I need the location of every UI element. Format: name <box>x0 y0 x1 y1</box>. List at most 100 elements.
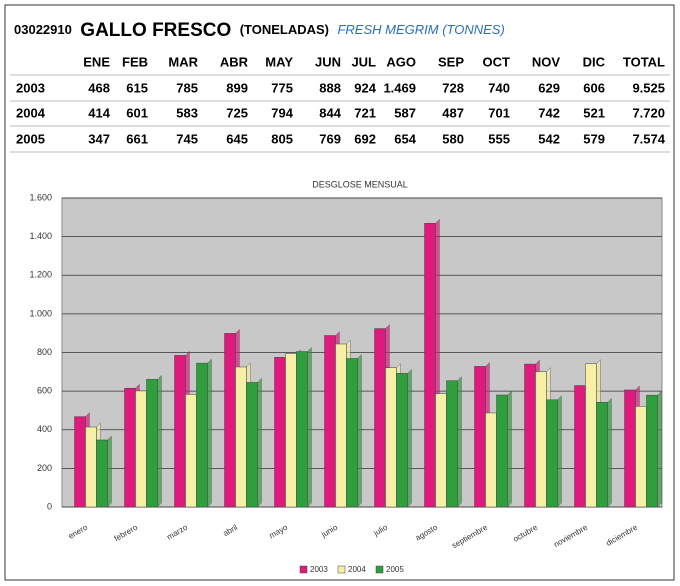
bar-side <box>607 397 612 508</box>
header: 03022910 GALLO FRESCO (TONELADAS) FRESH … <box>14 20 505 41</box>
cell: 579 <box>583 131 605 146</box>
legend-swatch <box>299 565 308 574</box>
bar <box>546 399 558 508</box>
bar <box>535 371 547 508</box>
legend-label: 2004 <box>348 565 366 574</box>
total-cell: 9.525 <box>632 80 665 95</box>
cell: 742 <box>538 105 560 120</box>
bar <box>574 385 586 508</box>
y-tick-label: 1.000 <box>29 308 52 318</box>
column-header: OCT <box>483 54 511 69</box>
subtitle: FRESH MEGRIM (TONNES) <box>337 22 504 37</box>
cell: 794 <box>271 105 293 120</box>
y-tick-label: 1.400 <box>29 231 52 241</box>
bar-side <box>257 377 262 508</box>
bar <box>435 393 447 508</box>
bar <box>635 406 647 508</box>
cell: 615 <box>126 80 148 95</box>
legend-swatch <box>375 565 384 574</box>
cell: 844 <box>319 105 341 120</box>
bar-side <box>557 395 562 508</box>
bar <box>224 333 236 508</box>
bar <box>474 366 486 508</box>
y-tick-label: 200 <box>37 463 52 473</box>
legend-label: 2003 <box>310 565 328 574</box>
column-header: DIC <box>583 54 606 69</box>
cell: 924 <box>354 80 376 95</box>
column-header: MAR <box>168 54 198 69</box>
column-header: FEB <box>122 54 148 69</box>
bar <box>324 335 336 508</box>
bar <box>285 353 297 508</box>
bar-side <box>457 376 462 508</box>
bar <box>196 362 208 508</box>
table: ENE FEB MAR ABR MAY JUN JUL AGO SEP OCT NOV DIC TOTA… <box>10 54 670 153</box>
y-tick-label: 1.600 <box>29 192 52 202</box>
cell: 721 <box>354 105 376 120</box>
bar-side <box>107 435 112 508</box>
cell: 728 <box>442 80 464 95</box>
bar <box>235 366 247 508</box>
bar-side <box>407 368 412 508</box>
column-header: AGO <box>386 54 416 69</box>
cell: 692 <box>354 131 376 146</box>
cell: 645 <box>226 131 248 146</box>
cell: 487 <box>442 105 464 120</box>
bar <box>74 416 86 508</box>
cell: 601 <box>126 105 148 120</box>
row-label: 2004 <box>16 105 46 120</box>
bar <box>96 439 108 508</box>
bar <box>135 390 147 508</box>
bar <box>585 363 597 508</box>
bar <box>524 363 536 508</box>
y-tick-label: 600 <box>37 386 52 396</box>
bar <box>446 380 458 508</box>
column-header: TOTAL <box>623 54 665 69</box>
column-header: NOV <box>532 54 561 69</box>
y-tick-label: 1.200 <box>29 270 52 280</box>
bar <box>496 394 508 508</box>
y-tick-label: 0 <box>47 501 52 511</box>
bar-side <box>157 374 162 508</box>
row-label: 2003 <box>16 80 45 95</box>
cell: 899 <box>226 80 248 95</box>
column-header: SEP <box>438 54 464 69</box>
bar <box>246 382 258 508</box>
chart-title: DESGLOSE MENSUAL <box>312 179 408 189</box>
cell: 347 <box>88 131 110 146</box>
cell: 740 <box>488 80 510 95</box>
cell: 629 <box>538 80 560 95</box>
row-label: 2005 <box>16 131 45 146</box>
cell: 555 <box>488 131 510 146</box>
column-header: ABR <box>220 54 249 69</box>
cell: 521 <box>583 105 605 120</box>
cell: 661 <box>126 131 148 146</box>
column-header: JUL <box>351 54 376 69</box>
column-header: ENE <box>83 54 110 69</box>
bar <box>185 394 197 508</box>
cell: 580 <box>442 131 464 146</box>
cell: 785 <box>176 80 198 95</box>
bar <box>485 412 497 508</box>
cell: 701 <box>488 105 510 120</box>
total-cell: 7.574 <box>632 131 665 146</box>
bar <box>274 357 286 508</box>
bar-side <box>357 353 362 508</box>
bar-side <box>657 390 662 508</box>
cell: 888 <box>319 80 341 95</box>
cell: 769 <box>319 131 341 146</box>
cell: 775 <box>271 80 293 95</box>
cell: 654 <box>394 131 416 146</box>
legend-label: 2005 <box>386 565 404 574</box>
cell: 805 <box>271 131 293 146</box>
cell: 606 <box>583 80 605 95</box>
column-header: JUN <box>315 54 341 69</box>
bar <box>624 389 636 508</box>
bar <box>596 402 608 508</box>
cell: 542 <box>538 131 560 146</box>
cell: 583 <box>176 105 198 120</box>
bar <box>646 394 658 508</box>
bar-side <box>507 390 512 508</box>
unit: (TONELADAS) <box>240 22 329 37</box>
